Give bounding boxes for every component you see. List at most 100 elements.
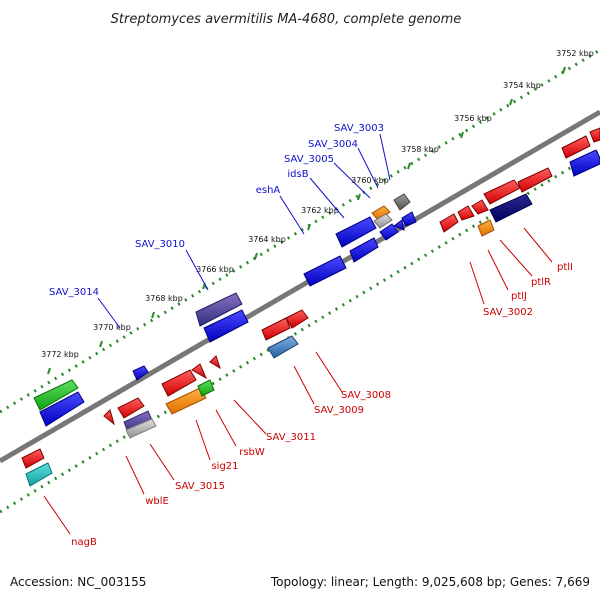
gene-plus-green[interactable] bbox=[33, 379, 79, 411]
gene-plus-blue-3[interactable] bbox=[303, 255, 347, 287]
accession-text: Accession: NC_003155 bbox=[10, 575, 146, 589]
gene-label-ptli[interactable]: ptlI bbox=[523, 227, 573, 273]
label-sav3005: SAV_3005 bbox=[284, 154, 334, 165]
gene-minus-orange-sig21[interactable] bbox=[165, 387, 207, 415]
ruler-tick-label: 3770 kbp bbox=[93, 323, 131, 332]
gene-minus-red-nagB[interactable] bbox=[21, 448, 45, 469]
ruler-tick-label: 3760 kbp bbox=[351, 176, 389, 185]
gene-plus-purple[interactable] bbox=[195, 292, 243, 327]
gene-label-sav3014[interactable]: SAV_3014 bbox=[49, 287, 121, 329]
ruler-tick-label: 3762 kbp bbox=[301, 206, 339, 215]
label-ptlr: ptlR bbox=[531, 277, 551, 288]
ruler-tick bbox=[151, 311, 155, 319]
map-title: Streptomyces avermitilis MA-4680, comple… bbox=[111, 12, 462, 27]
gene-label-ptlj[interactable]: ptlJ bbox=[487, 249, 527, 302]
label-sav3003: SAV_3003 bbox=[334, 123, 384, 134]
label-idsb: idsB bbox=[287, 169, 308, 180]
gene-minus-red-small-2[interactable] bbox=[191, 363, 208, 380]
genome-backbone bbox=[0, 109, 600, 464]
label-sav3014: SAV_3014 bbox=[49, 287, 99, 298]
ruler-tick bbox=[307, 223, 311, 231]
ruler: 3752 kbp 3754 kbp 3756 kbp 3758 kbp 3760 kbp… bbox=[0, 48, 600, 514]
gene-minus-red-7[interactable] bbox=[517, 167, 553, 193]
gene-label-sav3005[interactable]: SAV_3005 bbox=[284, 154, 371, 199]
gene-plus-blue-4[interactable] bbox=[335, 216, 377, 248]
top-gene-labels: SAV_3003 SAV_3004 SAV_3005 idsB eshA SAV… bbox=[49, 123, 391, 329]
ruler-tick bbox=[509, 98, 513, 106]
label-sav3009: SAV_3009 bbox=[314, 405, 364, 416]
plus-strand-genes bbox=[33, 149, 600, 427]
label-nagb: nagB bbox=[71, 537, 97, 548]
gene-plus-gray[interactable] bbox=[393, 193, 411, 211]
gene-label-sig21[interactable]: sig21 bbox=[195, 419, 239, 472]
gene-plus-silver[interactable] bbox=[373, 213, 393, 229]
label-sav3008: SAV_3008 bbox=[341, 390, 391, 401]
gene-minus-red-3015[interactable] bbox=[161, 369, 197, 397]
ruler-tick-label: 3764 kbp bbox=[248, 235, 286, 244]
gene-minus-green-rsbW[interactable] bbox=[197, 379, 215, 397]
gene-label-sav3008[interactable]: SAV_3008 bbox=[315, 351, 391, 401]
gene-minus-cyan[interactable] bbox=[25, 462, 53, 487]
ruler-tick-label: 3772 kbp bbox=[41, 350, 79, 359]
gene-minus-red-9[interactable] bbox=[589, 127, 600, 143]
gene-minus-red-small-1[interactable] bbox=[103, 409, 115, 426]
ruler-ticks: 3752 kbp 3754 kbp 3756 kbp 3758 kbp 3760 kbp… bbox=[41, 49, 594, 375]
ruler-tick-label: 3758 kbp bbox=[401, 145, 439, 154]
gene-minus-steel-3009[interactable] bbox=[267, 335, 299, 359]
gene-minus-red-3008[interactable] bbox=[285, 309, 309, 329]
ruler-tick-label: 3752 kbp bbox=[556, 49, 594, 58]
gene-plus-blue-6[interactable] bbox=[379, 223, 399, 241]
label-sig21: sig21 bbox=[211, 461, 238, 472]
bottom-gene-labels: ptlI ptlR ptlJ SAV_3002 SAV_3008 SAV_300… bbox=[43, 227, 573, 548]
gene-label-sav3004[interactable]: SAV_3004 bbox=[308, 139, 379, 189]
gene-plus-blue-small[interactable] bbox=[132, 365, 149, 381]
ruler-tick bbox=[407, 162, 411, 170]
ruler-tick-label: 3754 kbp bbox=[503, 81, 541, 90]
gene-label-sav3009[interactable]: SAV_3009 bbox=[293, 365, 364, 416]
gene-minus-red-small-3[interactable] bbox=[209, 355, 221, 370]
gene-minus-red-3009[interactable] bbox=[261, 317, 291, 341]
gene-label-nagb[interactable]: nagB bbox=[43, 495, 97, 548]
gene-minus-silver-wblE[interactable] bbox=[125, 418, 157, 439]
gene-label-sav3002[interactable]: SAV_3002 bbox=[469, 261, 533, 318]
ruler-tick-label: 3768 kbp bbox=[145, 294, 183, 303]
gene-minus-navy-ptlR[interactable] bbox=[489, 193, 533, 223]
label-esha: eshA bbox=[256, 185, 281, 196]
ruler-tick bbox=[357, 193, 361, 201]
label-rsbw: rsbW bbox=[239, 447, 265, 458]
gene-plus-blue-5[interactable] bbox=[349, 237, 379, 263]
gene-minus-red-wblE[interactable] bbox=[117, 397, 145, 419]
gene-plus-blue-1[interactable] bbox=[39, 391, 85, 427]
gene-label-sav3015[interactable]: SAV_3015 bbox=[149, 443, 225, 492]
gene-label-sav3003[interactable]: SAV_3003 bbox=[334, 123, 391, 181]
label-sav3010: SAV_3010 bbox=[135, 239, 185, 250]
gene-plus-blue-8[interactable] bbox=[401, 211, 417, 227]
gene-label-wble[interactable]: wblE bbox=[125, 455, 169, 507]
gene-plus-blue-2[interactable] bbox=[203, 309, 249, 343]
ruler-tick-label: 3766 kbp bbox=[196, 265, 234, 274]
gene-minus-red-4[interactable] bbox=[439, 213, 459, 233]
gene-minus-red-6[interactable] bbox=[471, 199, 489, 215]
gene-label-sav3010[interactable]: SAV_3010 bbox=[135, 239, 209, 291]
gene-label-ptlr[interactable]: ptlR bbox=[499, 239, 551, 288]
gene-minus-red-5[interactable] bbox=[457, 205, 475, 221]
gene-minus-red-8[interactable] bbox=[561, 135, 591, 159]
gene-plus-orange-1[interactable] bbox=[371, 205, 391, 221]
label-sav3004: SAV_3004 bbox=[308, 139, 358, 150]
ruler-tick bbox=[99, 340, 103, 348]
label-ptlj: ptlJ bbox=[511, 291, 527, 302]
gene-label-sav3011[interactable]: SAV_3011 bbox=[233, 399, 316, 443]
ruler-tick bbox=[562, 66, 566, 74]
label-sav3011: SAV_3011 bbox=[266, 432, 316, 443]
ruler-tick bbox=[47, 367, 51, 375]
gene-label-esha[interactable]: eshA bbox=[256, 185, 305, 235]
genome-summary-text: Topology: linear; Length: 9,025,608 bp; … bbox=[270, 575, 590, 589]
gene-plus-blue-9[interactable] bbox=[569, 149, 600, 177]
gene-label-rsbw[interactable]: rsbW bbox=[215, 409, 265, 458]
label-wble: wblE bbox=[145, 496, 169, 507]
ruler-tick bbox=[460, 131, 464, 139]
gene-plus-blue-7[interactable] bbox=[392, 219, 405, 231]
gene-label-idsb[interactable]: idsB bbox=[287, 169, 345, 219]
gene-minus-orange-ptlJ[interactable] bbox=[477, 219, 495, 237]
